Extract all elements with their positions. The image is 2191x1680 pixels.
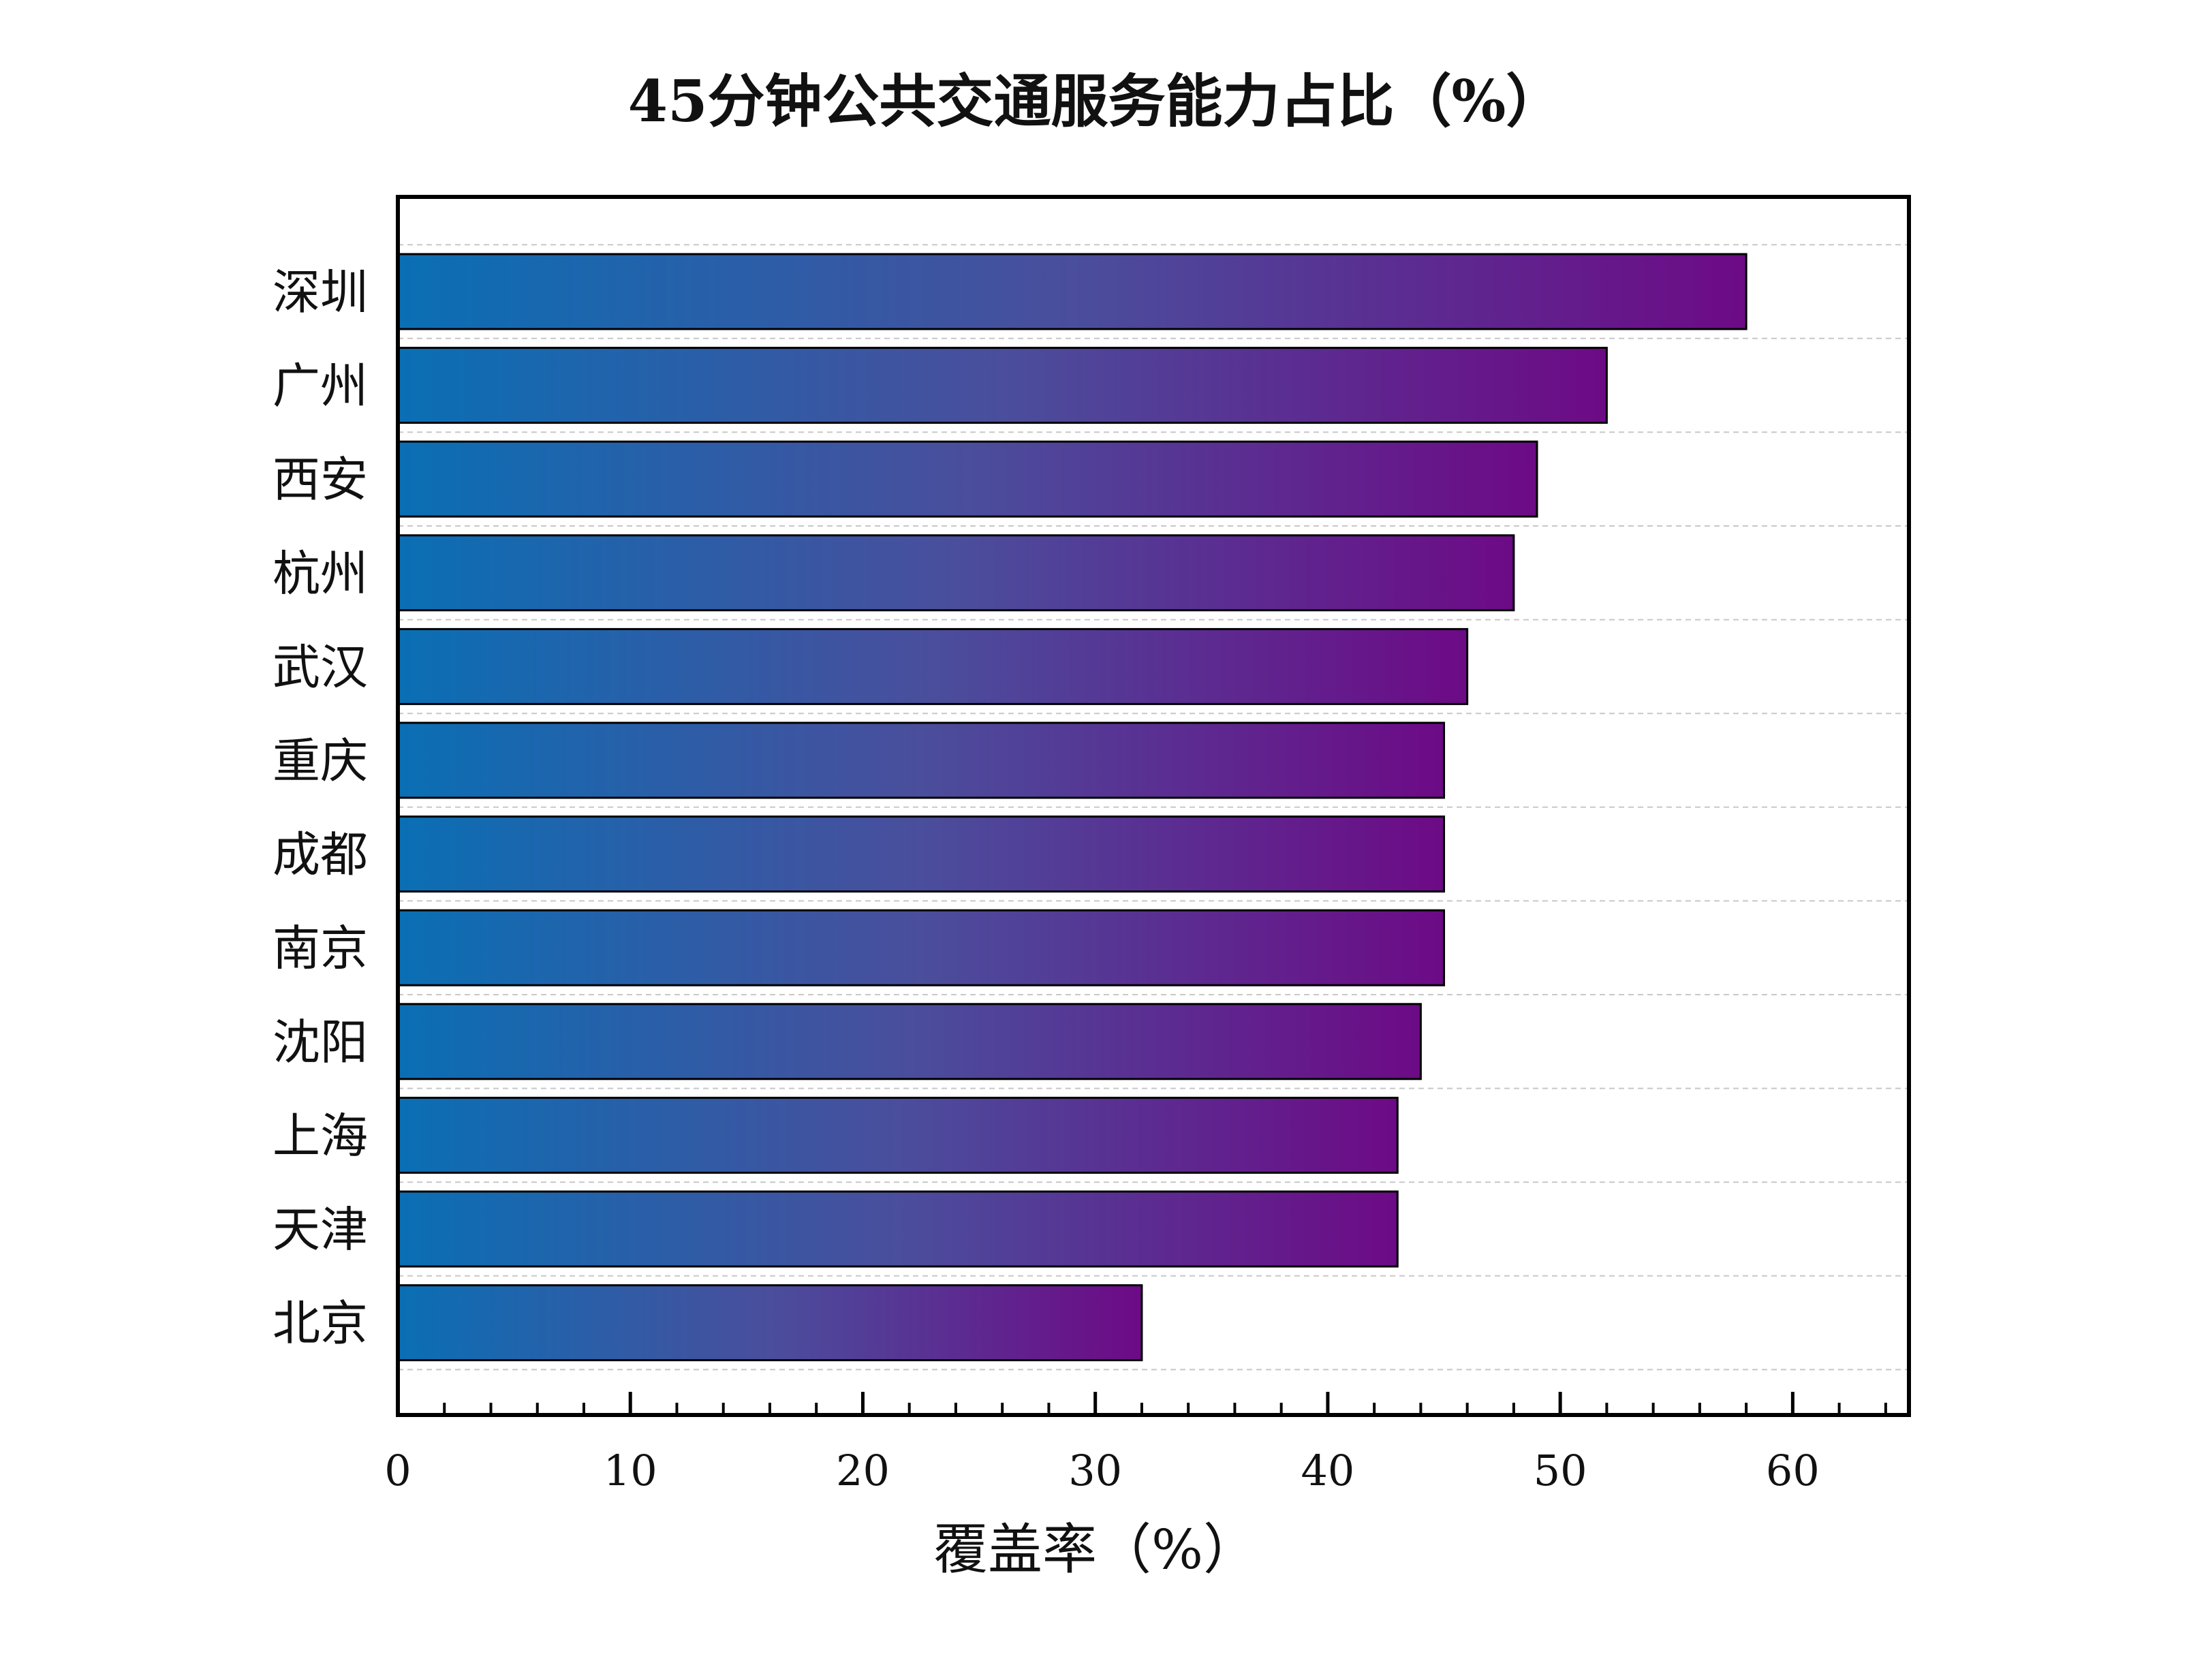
category-label: 杭州 xyxy=(273,546,368,602)
bar-1 xyxy=(397,347,1608,424)
grid-lines xyxy=(398,244,1909,1371)
category-label: 天津 xyxy=(273,1202,368,1258)
x-axis-ticks: 0 10 20 30 40 50 60 xyxy=(384,1392,1887,1495)
category-label: 广州 xyxy=(273,358,368,414)
x-tick-label: 50 xyxy=(1534,1446,1587,1495)
category-label: 沈阳 xyxy=(273,1014,368,1070)
category-label: 成都 xyxy=(273,827,368,883)
category-label: 深圳 xyxy=(273,264,368,320)
x-tick-label: 30 xyxy=(1068,1446,1122,1495)
x-tick-label: 60 xyxy=(1766,1446,1820,1495)
bars xyxy=(397,253,1747,1362)
category-label: 武汉 xyxy=(273,639,368,695)
bar-0 xyxy=(397,253,1747,330)
bar-6 xyxy=(397,815,1446,893)
x-tick-label: 40 xyxy=(1301,1446,1354,1495)
bar-10 xyxy=(397,1190,1399,1268)
bar-11 xyxy=(397,1284,1143,1362)
category-label: 西安 xyxy=(273,452,368,508)
bar-3 xyxy=(397,534,1515,612)
x-tick-label: 10 xyxy=(604,1446,657,1495)
category-label: 南京 xyxy=(273,920,368,976)
x-axis-label: 覆盖率（%） xyxy=(933,1518,1258,1581)
bar-9 xyxy=(397,1096,1399,1174)
bar-8 xyxy=(397,1003,1422,1080)
category-label: 重庆 xyxy=(273,733,368,789)
category-label: 上海 xyxy=(273,1108,368,1164)
plot-frame xyxy=(396,195,1911,1417)
bar-2 xyxy=(397,440,1538,518)
chart-title: 45分钟公共交通服务能力占比（%） xyxy=(628,67,1564,135)
bar-5 xyxy=(397,721,1446,799)
category-label: 北京 xyxy=(273,1296,368,1352)
bar-4 xyxy=(397,627,1469,705)
x-tick-label: 20 xyxy=(836,1446,890,1495)
bar-7 xyxy=(397,909,1446,986)
x-tick-label: 0 xyxy=(384,1446,411,1495)
